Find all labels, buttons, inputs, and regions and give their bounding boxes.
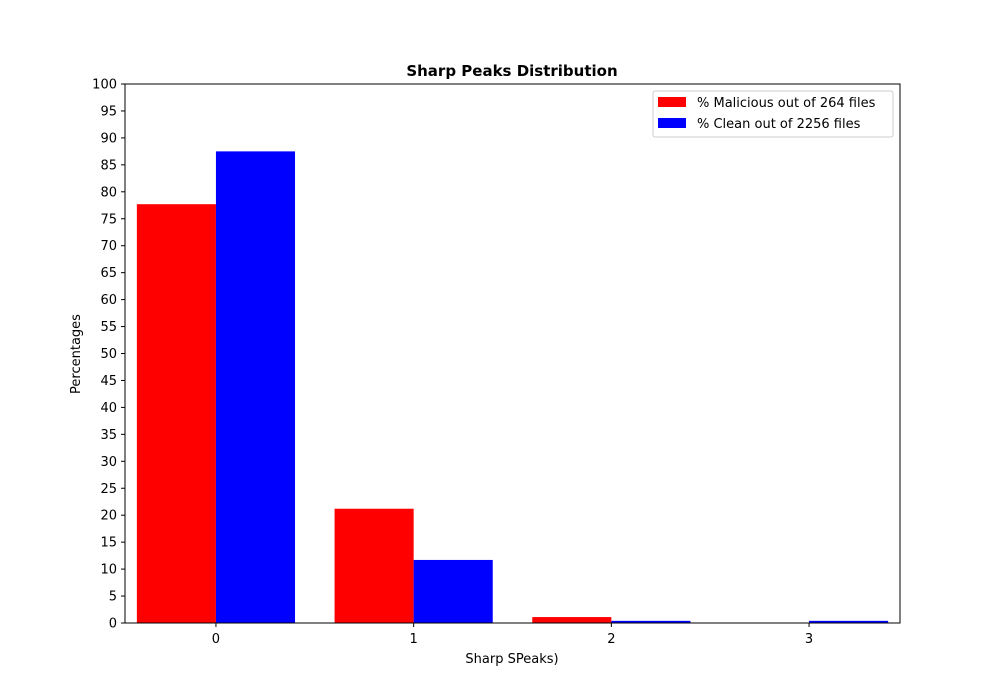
- y-tick-label: 85: [100, 158, 117, 173]
- y-axis-ticks: 0 5 10 15 20 25 30 35 40 45 50 55 60 65 70 75 80 85 90 95 10…: [92, 78, 125, 632]
- y-tick-label: 40: [100, 401, 117, 416]
- legend: % Malicious out of 264 files % Clean out…: [652, 90, 894, 138]
- y-tick-label: 10: [100, 563, 117, 578]
- y-tick-label: 35: [100, 428, 117, 443]
- y-tick-label: 90: [100, 131, 117, 146]
- y-tick-label: 20: [100, 509, 117, 524]
- y-tick-label: 15: [100, 536, 117, 551]
- bar-clean-3: [809, 620, 889, 623]
- legend-label-clean: % Clean out of 2256 files: [697, 117, 861, 132]
- bar-clean-1: [413, 559, 493, 623]
- y-tick-label: 95: [100, 104, 117, 119]
- bar-malicious-2: [532, 617, 612, 623]
- y-tick-label: 65: [100, 266, 117, 281]
- x-tick-label: 2: [607, 632, 615, 647]
- x-tick-label: 0: [212, 632, 220, 647]
- y-tick-label: 55: [100, 320, 117, 335]
- y-tick-label: 50: [100, 347, 117, 362]
- y-tick-label: 70: [100, 239, 117, 254]
- y-tick-label: 100: [92, 78, 117, 93]
- bar-malicious-1: [334, 508, 414, 623]
- legend-box: [652, 90, 894, 138]
- legend-swatch-malicious: [658, 97, 686, 107]
- y-tick-label: 5: [109, 590, 117, 605]
- bar-clean-0: [215, 151, 296, 623]
- y-tick-label: 80: [100, 185, 117, 200]
- y-tick-label: 45: [100, 374, 117, 389]
- x-tick-label: 3: [805, 632, 813, 647]
- bars-group: [136, 151, 889, 623]
- plot-frame: [124, 83, 901, 624]
- y-tick-label: 75: [100, 212, 117, 227]
- y-axis-label: Percentages: [69, 314, 84, 394]
- legend-swatch-clean: [658, 118, 686, 128]
- x-axis-label: Sharp SPeaks): [465, 652, 558, 667]
- x-tick-label: 1: [410, 632, 418, 647]
- x-axis-ticks: 0 1 2 3: [212, 623, 813, 647]
- y-tick-label: 0: [109, 617, 117, 632]
- y-tick-label: 25: [100, 482, 117, 497]
- bar-clean-2: [611, 620, 691, 623]
- bar-malicious-0: [136, 204, 216, 623]
- chart-title: Sharp Peaks Distribution: [406, 62, 617, 80]
- legend-label-malicious: % Malicious out of 264 files: [697, 96, 876, 111]
- y-tick-label: 60: [100, 293, 117, 308]
- y-tick-label: 30: [100, 455, 117, 470]
